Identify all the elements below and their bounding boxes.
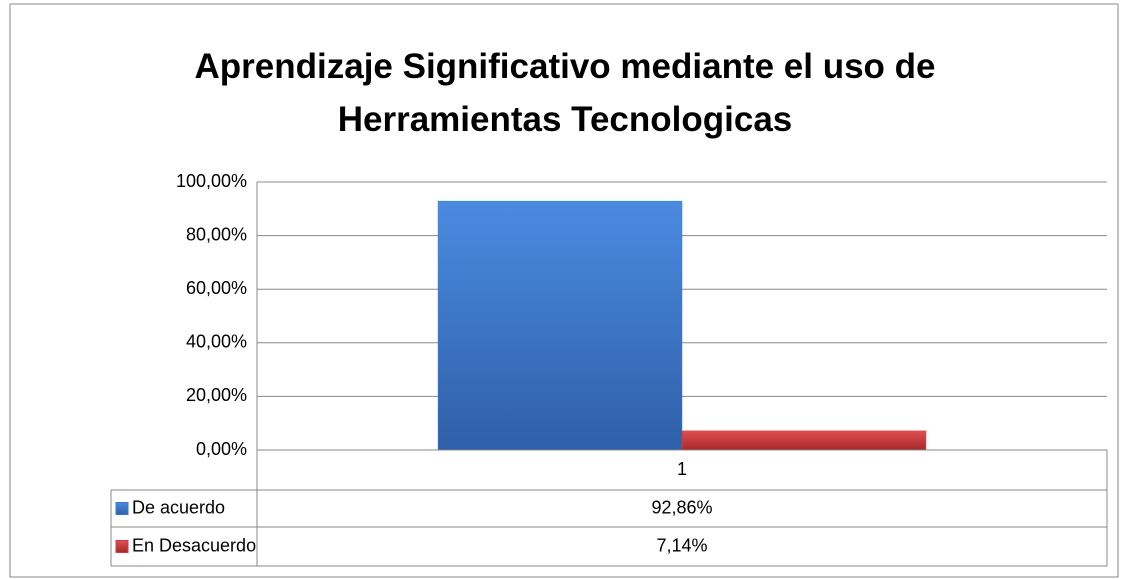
y-tick-label: 60,00%: [186, 278, 247, 298]
legend-key: [115, 540, 129, 553]
bar: [681, 430, 927, 451]
bar: [437, 200, 683, 451]
legend-label: En Desacuerdo: [132, 535, 256, 555]
y-tick-label: 100,00%: [176, 171, 247, 191]
y-tick-label: 20,00%: [186, 385, 247, 405]
chart-border: [9, 3, 1119, 578]
legend-label: De acuerdo: [132, 497, 225, 517]
y-tick-label: 0,00%: [196, 439, 247, 459]
data-label: 7,14%: [656, 535, 707, 555]
chart-title: Aprendizaje Significativo mediante el us…: [194, 47, 936, 139]
x-tick-label: 1: [677, 459, 687, 479]
data-label: 92,86%: [651, 497, 712, 517]
y-tick-label: 80,00%: [186, 224, 247, 244]
y-tick-label: 40,00%: [186, 332, 247, 352]
legend-key: [115, 502, 129, 515]
